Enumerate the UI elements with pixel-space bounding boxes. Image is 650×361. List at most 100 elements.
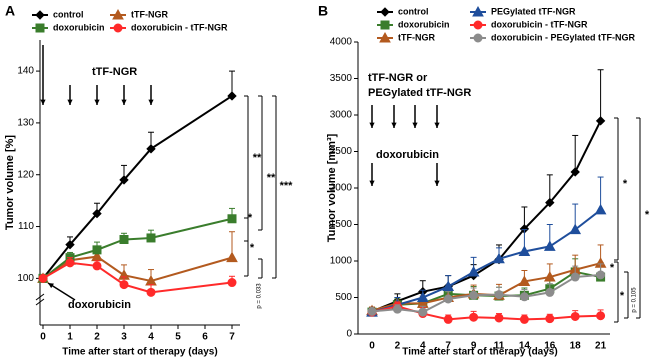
annotation: ** <box>267 172 276 184</box>
legend-label: tTF-NGR <box>131 9 168 19</box>
x-tick-label: 11 <box>494 341 505 352</box>
arrow-head <box>121 99 127 105</box>
marker <box>518 245 531 257</box>
annotation: doxorubicin <box>68 299 131 311</box>
marker <box>570 272 580 282</box>
x-tick-label: 0 <box>369 341 375 352</box>
marker <box>494 290 504 300</box>
x-axis-title: Time after start of therapy (days) <box>62 347 217 358</box>
x-tick-label: 7 <box>229 332 235 343</box>
marker <box>418 307 428 317</box>
legend-label: control <box>53 9 84 19</box>
marker <box>519 314 529 324</box>
annotation: * <box>620 290 625 302</box>
marker <box>65 258 75 268</box>
legend-label: doxorubicin - tTF-NGR <box>131 22 228 32</box>
legend-marker <box>473 33 483 43</box>
legend-marker <box>35 10 45 20</box>
legend-marker <box>35 23 45 33</box>
panel-label: A <box>5 3 15 19</box>
marker <box>519 292 529 302</box>
x-tick-label: 21 <box>595 341 607 352</box>
x-tick-label: 3 <box>121 332 127 343</box>
legend-label: tTF-NGR <box>398 32 435 42</box>
marker <box>38 273 48 283</box>
annotation: *** <box>280 180 294 192</box>
marker <box>596 270 606 280</box>
marker <box>545 197 555 208</box>
marker <box>595 116 606 126</box>
annotation: tTF-NGR or <box>368 72 428 84</box>
marker <box>119 175 129 185</box>
series-line <box>371 120 602 313</box>
marker <box>545 287 555 297</box>
y-tick-label: 3000 <box>330 110 353 121</box>
marker <box>443 314 453 324</box>
series-line <box>371 305 601 321</box>
series-line <box>371 209 602 314</box>
series-line <box>371 270 601 314</box>
annotation: * <box>623 178 628 190</box>
decoration <box>35 293 45 301</box>
annotation: ** <box>253 152 262 164</box>
x-tick-label: 5 <box>175 332 181 343</box>
marker <box>543 240 556 251</box>
legend-marker <box>472 5 484 17</box>
legend-marker <box>380 20 390 30</box>
series-line <box>42 261 233 294</box>
marker <box>443 294 453 304</box>
series-line <box>371 273 601 314</box>
marker <box>469 290 479 300</box>
arrow-head <box>369 180 375 186</box>
x-tick-label: 16 <box>544 341 556 352</box>
annotation: * <box>610 262 615 274</box>
legend-label: doxorubicin - tTF-NGR <box>491 19 588 29</box>
marker <box>596 311 606 321</box>
arrow-head <box>67 99 73 105</box>
legend-marker <box>112 8 124 20</box>
annotation: p = 0.033 <box>257 283 263 309</box>
y-tick-label: 130 <box>17 118 34 129</box>
legend-marker <box>380 7 390 17</box>
arrow-head <box>148 99 154 105</box>
marker <box>65 239 75 250</box>
x-tick-label: 2 <box>94 332 100 343</box>
decoration <box>35 298 45 306</box>
legend-label: doxorubicin <box>398 19 450 29</box>
x-tick-label: 4 <box>148 332 154 343</box>
arrow-head <box>412 122 418 128</box>
marker <box>392 304 402 314</box>
y-tick-label: 1000 <box>330 256 353 267</box>
legend-label: doxorubicin <box>53 22 105 32</box>
series-line <box>371 262 601 312</box>
y-tick-label: 0 <box>346 329 352 340</box>
marker <box>227 278 237 288</box>
marker <box>545 314 555 324</box>
y-tick-label: 110 <box>18 221 34 232</box>
x-tick-label: 2 <box>395 341 401 352</box>
marker <box>227 91 237 101</box>
legend-marker <box>113 23 123 33</box>
y-tick-label: 3500 <box>330 73 353 84</box>
y-tick-label: 140 <box>17 66 34 77</box>
y-axis-title: Tumor volume [%] <box>4 135 16 230</box>
annotation: doxorubicin <box>376 149 439 161</box>
marker <box>594 203 607 215</box>
legend-label: doxorubicin - PEGylated tTF-NGR <box>491 32 636 42</box>
annotation: p = 0.105 <box>632 287 638 313</box>
marker <box>226 251 238 263</box>
marker <box>494 313 504 323</box>
x-tick-label: 1 <box>67 332 73 343</box>
marker <box>119 280 129 290</box>
legend-label: PEGylated tTF-NGR <box>491 6 576 16</box>
x-tick-label: 7 <box>445 341 451 352</box>
legend-marker <box>379 31 391 43</box>
marker <box>92 261 102 271</box>
legend-label: control <box>398 6 429 16</box>
x-tick-label: 0 <box>40 332 46 343</box>
marker <box>518 275 531 286</box>
marker <box>493 252 505 264</box>
panel-label: B <box>318 3 328 19</box>
legend-marker <box>473 20 483 30</box>
